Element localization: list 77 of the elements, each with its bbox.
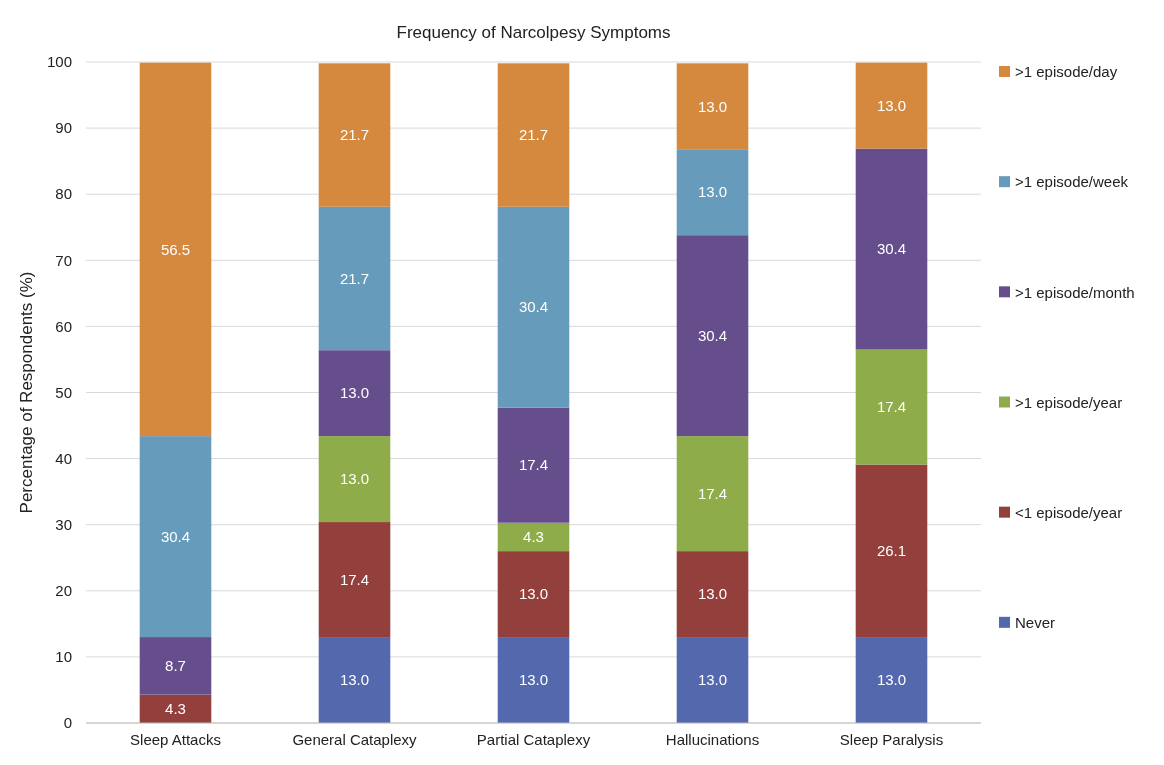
- bar: [855, 148, 928, 350]
- y-tick-label: 60: [55, 317, 72, 335]
- bar: [318, 522, 391, 638]
- bar: [676, 551, 749, 638]
- data-label: 17.4: [697, 484, 728, 502]
- data-label: 30.4: [518, 298, 549, 316]
- bar: [318, 63, 391, 207]
- data-label: 26.1: [876, 542, 907, 560]
- data-label: 21.7: [339, 126, 370, 144]
- x-tick-label: Hallucinations: [665, 731, 760, 748]
- bar: [497, 522, 570, 552]
- bar: [855, 637, 928, 723]
- bar: [676, 436, 749, 552]
- data-label: 13.0: [518, 585, 549, 603]
- data-label: 13.0: [697, 671, 728, 689]
- legend-label: >1 episode/day: [1015, 63, 1118, 81]
- data-label: 17.4: [876, 398, 907, 416]
- x-tick-label: General Cataplexy: [292, 731, 418, 748]
- bar: [497, 63, 570, 207]
- y-tick-label: 40: [55, 449, 72, 467]
- bar: [855, 464, 928, 638]
- data-label: 13.0: [339, 671, 370, 689]
- legend-label: >1 episode/year: [1015, 393, 1123, 411]
- bar: [855, 349, 928, 465]
- data-label: 4.3: [165, 700, 186, 718]
- data-label: 13.0: [339, 470, 370, 488]
- y-tick-label: 70: [55, 251, 72, 269]
- y-tick-label: 10: [55, 648, 72, 666]
- chart-title: Frequency of Narcolpesy Symptoms: [396, 23, 671, 42]
- bar: [497, 206, 570, 408]
- bar: [855, 62, 928, 149]
- data-label: 30.4: [876, 240, 907, 258]
- data-label: 13.0: [339, 384, 370, 402]
- data-label: 13.0: [876, 671, 907, 689]
- bar: [318, 206, 391, 351]
- bar: [318, 350, 391, 437]
- data-label: 13.0: [876, 96, 907, 114]
- bar: [676, 637, 749, 723]
- legend-label: >1 episode/week: [1015, 173, 1129, 191]
- data-label: 13.0: [518, 671, 549, 689]
- data-label: 13.0: [697, 97, 728, 115]
- data-label: 21.7: [518, 126, 549, 144]
- bar: [497, 407, 570, 523]
- y-tick-label: 100: [46, 53, 72, 71]
- x-tick-label: Partial Cataplexy: [476, 731, 591, 748]
- bar: [318, 637, 391, 723]
- bar: [497, 551, 570, 638]
- bar: [139, 62, 212, 437]
- bar: [139, 637, 212, 695]
- x-tick-label: Sleep Attacks: [130, 731, 221, 748]
- y-tick-label: 0: [63, 714, 72, 732]
- y-tick-label: 30: [55, 515, 72, 533]
- data-label: 30.4: [697, 326, 728, 344]
- bar: [676, 235, 749, 437]
- y-tick-label: 20: [55, 582, 72, 600]
- bar: [676, 149, 749, 236]
- data-label: 8.7: [165, 657, 186, 675]
- data-label: 17.4: [518, 456, 549, 474]
- y-tick-label: 90: [55, 119, 72, 137]
- data-label: 56.5: [160, 240, 191, 258]
- bar: [497, 637, 570, 723]
- data-label: 4.3: [523, 528, 544, 546]
- data-label: 17.4: [339, 570, 370, 588]
- legend-label: <1 episode/year: [1015, 503, 1123, 521]
- bar: [676, 63, 749, 150]
- y-tick-label: 50: [55, 383, 72, 401]
- legend-label: >1 episode/month: [1015, 283, 1135, 301]
- data-label: 13.0: [697, 585, 728, 603]
- bar: [139, 436, 212, 638]
- data-label: 13.0: [697, 183, 728, 201]
- legend-label: Never: [1015, 614, 1056, 632]
- data-label: 21.7: [339, 269, 370, 287]
- y-axis-title: Percentage of Respondents (%): [17, 271, 36, 514]
- bar: [318, 436, 391, 523]
- y-tick-label: 80: [55, 185, 72, 203]
- x-tick-label: Sleep Paralysis: [839, 731, 944, 748]
- data-label: 30.4: [160, 527, 191, 545]
